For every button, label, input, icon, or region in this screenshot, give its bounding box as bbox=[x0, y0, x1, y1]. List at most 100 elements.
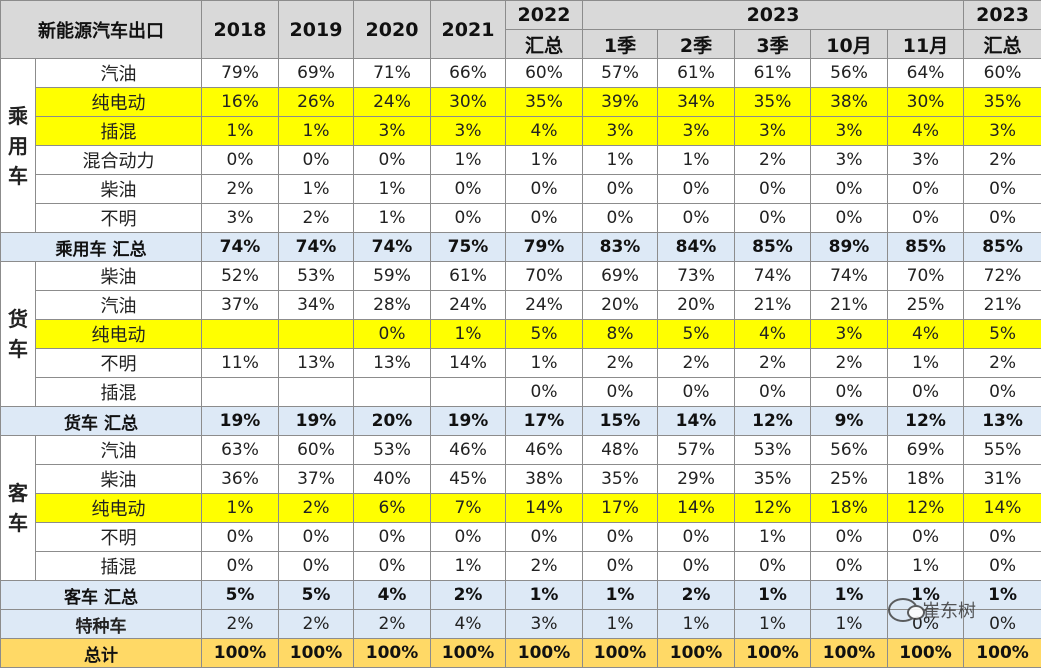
summary-value: 9% bbox=[811, 407, 888, 436]
value-cell: 18% bbox=[811, 494, 888, 523]
value-cell: 35% bbox=[506, 88, 583, 117]
col-2019: 2019 bbox=[279, 1, 354, 59]
value-cell: 0% bbox=[583, 175, 658, 204]
special-value: 2% bbox=[202, 610, 279, 639]
value-cell: 0% bbox=[431, 175, 506, 204]
value-cell: 52% bbox=[202, 262, 279, 291]
value-cell: 0% bbox=[583, 552, 658, 581]
value-cell: 0% bbox=[431, 523, 506, 552]
value-cell: 20% bbox=[658, 291, 735, 320]
value-cell: 20% bbox=[583, 291, 658, 320]
value-cell: 0% bbox=[279, 146, 354, 175]
total-value: 100% bbox=[354, 639, 431, 668]
summary-value: 85% bbox=[964, 233, 1041, 262]
summary-value: 12% bbox=[888, 407, 964, 436]
summary-value: 15% bbox=[583, 407, 658, 436]
table-title: 新能源汽车出口 bbox=[1, 1, 202, 59]
col-2018: 2018 bbox=[202, 1, 279, 59]
value-cell: 5% bbox=[506, 320, 583, 349]
value-cell: 35% bbox=[735, 88, 811, 117]
summary-value: 75% bbox=[431, 233, 506, 262]
value-cell: 53% bbox=[354, 436, 431, 465]
value-cell: 35% bbox=[964, 88, 1041, 117]
value-cell: 25% bbox=[811, 465, 888, 494]
value-cell: 1% bbox=[506, 146, 583, 175]
wechat-icon bbox=[888, 598, 918, 622]
value-cell: 26% bbox=[279, 88, 354, 117]
col-2023-oct: 10月 bbox=[811, 30, 888, 59]
watermark: 崔东树 bbox=[888, 597, 976, 623]
value-cell: 0% bbox=[354, 552, 431, 581]
summary-value: 85% bbox=[735, 233, 811, 262]
row-label: 柴油 bbox=[36, 175, 202, 204]
special-label: 特种车 bbox=[1, 610, 202, 639]
total-value: 100% bbox=[811, 639, 888, 668]
header-row-1: 新能源汽车出口 2018 2019 2020 2021 2022 2023 20… bbox=[1, 1, 1041, 30]
col-2020: 2020 bbox=[354, 1, 431, 59]
value-cell: 0% bbox=[888, 378, 964, 407]
value-cell: 0% bbox=[888, 204, 964, 233]
value-cell: 8% bbox=[583, 320, 658, 349]
group-label: 货车 bbox=[1, 262, 36, 407]
value-cell: 30% bbox=[431, 88, 506, 117]
value-cell: 0% bbox=[964, 523, 1041, 552]
value-cell: 72% bbox=[964, 262, 1041, 291]
value-cell: 35% bbox=[583, 465, 658, 494]
value-cell: 0% bbox=[735, 552, 811, 581]
value-cell bbox=[431, 378, 506, 407]
value-cell: 3% bbox=[811, 320, 888, 349]
value-cell bbox=[279, 378, 354, 407]
col-2023-nov: 11月 bbox=[888, 30, 964, 59]
summary-value: 5% bbox=[202, 581, 279, 610]
col-2023-group: 2023 bbox=[583, 1, 964, 30]
value-cell: 2% bbox=[279, 204, 354, 233]
value-cell: 2% bbox=[583, 349, 658, 378]
value-cell: 57% bbox=[583, 59, 658, 88]
value-cell: 1% bbox=[506, 349, 583, 378]
value-cell: 0% bbox=[202, 552, 279, 581]
col-2022-total: 汇总 bbox=[506, 30, 583, 59]
col-2023-total: 汇总 bbox=[964, 30, 1041, 59]
value-cell: 69% bbox=[888, 436, 964, 465]
value-cell: 2% bbox=[964, 349, 1041, 378]
summary-value: 1% bbox=[583, 581, 658, 610]
row-label: 柴油 bbox=[36, 262, 202, 291]
value-cell: 34% bbox=[658, 88, 735, 117]
value-cell: 0% bbox=[431, 204, 506, 233]
value-cell: 0% bbox=[964, 552, 1041, 581]
col-2021: 2021 bbox=[431, 1, 506, 59]
value-cell: 40% bbox=[354, 465, 431, 494]
row-label: 汽油 bbox=[36, 436, 202, 465]
value-cell: 2% bbox=[964, 146, 1041, 175]
special-value: 2% bbox=[354, 610, 431, 639]
row-label: 不明 bbox=[36, 204, 202, 233]
value-cell: 24% bbox=[354, 88, 431, 117]
value-cell: 1% bbox=[354, 204, 431, 233]
summary-value: 14% bbox=[658, 407, 735, 436]
value-cell: 18% bbox=[888, 465, 964, 494]
value-cell: 1% bbox=[583, 146, 658, 175]
value-cell: 56% bbox=[811, 59, 888, 88]
value-cell: 1% bbox=[888, 349, 964, 378]
summary-value: 83% bbox=[583, 233, 658, 262]
value-cell: 61% bbox=[431, 262, 506, 291]
row-label: 混合动力 bbox=[36, 146, 202, 175]
row-label: 插混 bbox=[36, 117, 202, 146]
value-cell: 14% bbox=[658, 494, 735, 523]
summary-value: 1% bbox=[506, 581, 583, 610]
group-label-char: 货 bbox=[8, 307, 28, 331]
summary-label: 货车 汇总 bbox=[1, 407, 202, 436]
total-label: 总计 bbox=[1, 639, 202, 668]
value-cell: 13% bbox=[354, 349, 431, 378]
value-cell: 0% bbox=[811, 378, 888, 407]
